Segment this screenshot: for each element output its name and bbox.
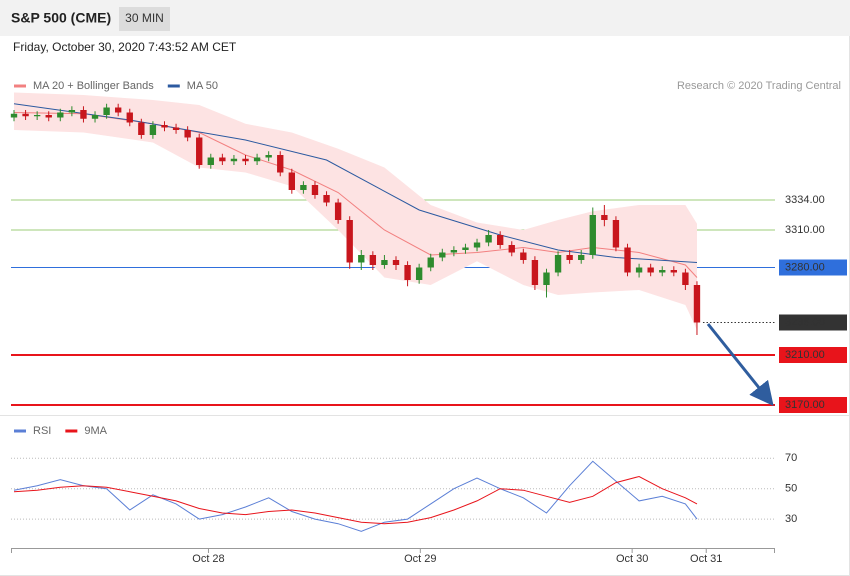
candle-body: [520, 252, 527, 260]
legend-swatch: [65, 429, 78, 433]
candle-body: [369, 255, 377, 265]
candle-body: [230, 158, 238, 162]
symbol: S&P 500 (CME): [11, 10, 111, 26]
price-level-box: [779, 259, 847, 276]
price-level-box: [779, 314, 847, 331]
candle-body: [450, 250, 458, 253]
candle-body: [358, 255, 365, 263]
price-level-label: 3236.00: [785, 316, 825, 328]
candle-body: [114, 107, 122, 113]
x-tick-label: Oct 30: [616, 553, 648, 565]
legend-label: MA 50: [187, 80, 218, 92]
candle-body: [91, 115, 99, 119]
candle-body: [149, 125, 157, 135]
price-level-box: [779, 397, 847, 413]
interval[interactable]: 30 MIN: [125, 11, 164, 25]
candle-body: [543, 272, 550, 285]
price-level-box: [779, 347, 847, 363]
price-level-label: 3310.00: [785, 224, 825, 236]
candle-body: [427, 257, 434, 268]
candle-body: [300, 185, 307, 190]
y-tick-label: 30: [785, 513, 797, 525]
candle-body: [172, 127, 180, 130]
candle-body: [253, 157, 261, 162]
legend-label: 9MA: [84, 425, 107, 437]
date: Friday, October 30, 2020 7:43:52 AM CET: [13, 40, 237, 54]
candle-body: [184, 130, 191, 138]
candle-body: [404, 265, 411, 280]
candle-body: [207, 157, 214, 165]
candle-body: [589, 215, 596, 255]
candle-body: [659, 270, 666, 273]
series-line: [13, 460, 698, 532]
candle-body: [68, 110, 76, 113]
candle-body: [138, 122, 145, 135]
legend-swatch: [14, 84, 26, 88]
x-tick-label: Oct 31: [690, 553, 722, 565]
candle-body: [265, 155, 272, 158]
x-tick-label: Oct 29: [404, 553, 436, 565]
legend-label: MA 20 + Bollinger Bands: [33, 80, 154, 92]
candle-body: [381, 260, 388, 265]
source: Research © 2020 Trading Central: [677, 80, 841, 92]
candle-body: [578, 255, 585, 260]
series-line: [13, 475, 698, 525]
candle-body: [334, 202, 342, 220]
candle-body: [346, 220, 353, 263]
candle-body: [624, 247, 631, 273]
candle-body: [647, 267, 654, 273]
bollinger-band: [14, 92, 697, 330]
candle-body: [462, 247, 469, 250]
candle-body: [554, 255, 562, 273]
candle-body: [415, 267, 423, 280]
legend-swatch: [167, 84, 180, 88]
price-level-label: 3334.00: [785, 194, 825, 206]
candle-body: [277, 155, 284, 173]
candle-body: [323, 195, 330, 203]
price-level-label: 3210.00: [785, 349, 825, 361]
candle-body: [80, 110, 87, 119]
candle-body: [126, 112, 133, 123]
candle-body: [485, 235, 492, 243]
candle-body: [33, 115, 41, 117]
price-panel: MA 20 + Bollinger Bands MA 50 3334.00 3310.…: [10, 80, 847, 413]
candle-body: [161, 125, 168, 128]
candle-body: [242, 158, 249, 162]
candle-body: [45, 115, 52, 118]
candle-body: [601, 215, 608, 220]
candle-body: [612, 220, 620, 248]
rsi-panel: RSI 9MA 30 50 70 Oct 28 Oct 29 Oct 30 Oct 31: [11, 425, 797, 565]
legend-label: RSI: [33, 425, 51, 437]
candle-body: [288, 172, 296, 190]
candle-body: [311, 185, 319, 195]
candle-body: [392, 260, 400, 265]
candle-body: [682, 272, 689, 285]
moving-average: [13, 103, 698, 263]
price-level-label: 3170.00: [785, 399, 825, 411]
forecast-arrow: [706, 323, 774, 407]
candle-body: [496, 235, 504, 245]
candle-body: [196, 137, 203, 165]
candle-body: [635, 267, 643, 273]
candle-body: [439, 252, 446, 258]
candle-body: [10, 113, 18, 118]
candle-body: [22, 113, 29, 117]
candle-body: [566, 255, 573, 260]
legend-swatch: [14, 429, 26, 433]
candle-body: [219, 157, 226, 162]
y-tick-label: 50: [785, 483, 797, 495]
candle-body: [473, 242, 481, 248]
candle-body: [57, 112, 64, 118]
interval-box[interactable]: [119, 7, 170, 31]
y-tick-label: 70: [785, 452, 797, 464]
price-level-label: 3280.00: [785, 261, 825, 273]
candle-body: [508, 245, 515, 253]
x-tick-label: Oct 28: [192, 553, 224, 565]
candle-body: [693, 285, 701, 323]
candle-body: [103, 107, 110, 115]
candle-body: [531, 260, 539, 285]
candle-body: [670, 270, 678, 273]
